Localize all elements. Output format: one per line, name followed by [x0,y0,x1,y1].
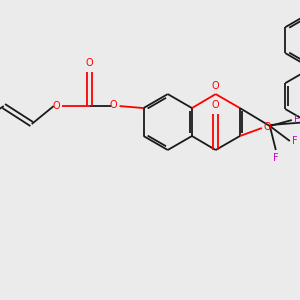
Text: F: F [273,153,279,163]
Text: O: O [212,81,220,91]
Text: F: F [294,115,299,125]
Text: F: F [292,136,297,146]
Text: O: O [52,101,60,111]
Text: O: O [264,122,272,132]
Text: O: O [110,100,118,110]
Text: O: O [212,100,220,110]
Text: O: O [86,58,93,68]
